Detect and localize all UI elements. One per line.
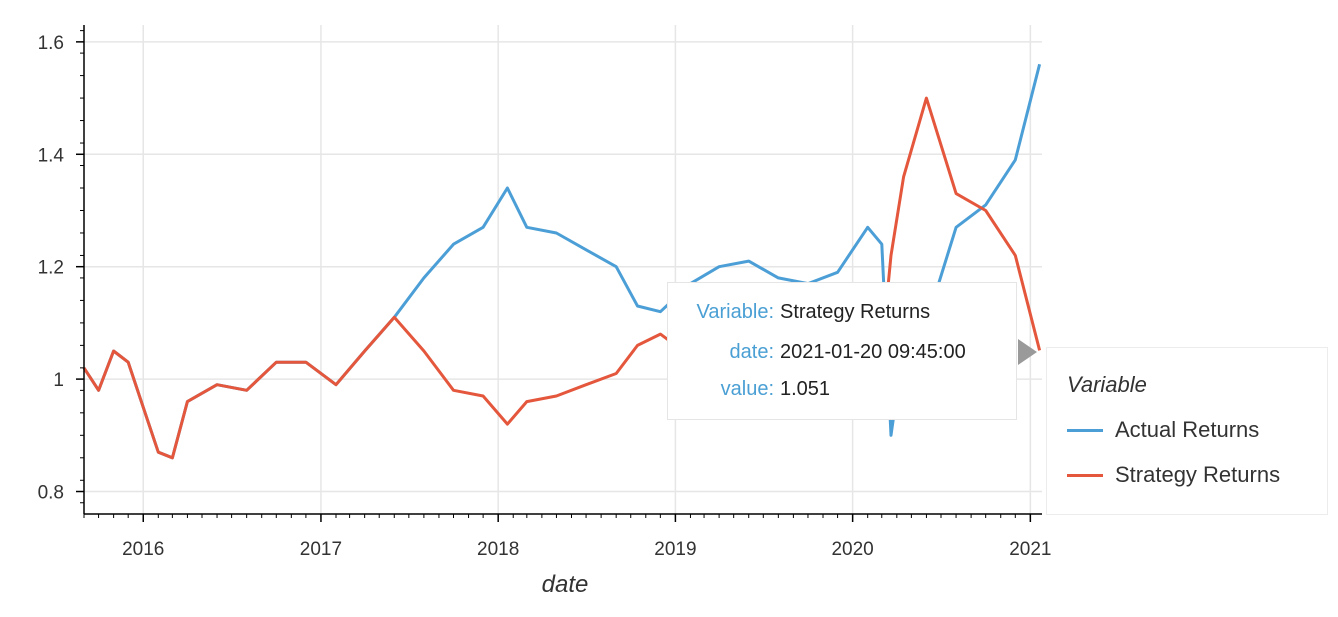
tooltip-row-variable: Variable: Strategy Returns <box>668 299 1016 325</box>
legend-label: Actual Returns <box>1115 417 1260 442</box>
tooltip-value: Strategy Returns <box>780 301 931 323</box>
y-tick-label: 1.6 <box>38 33 64 54</box>
x-tick-label: 2017 <box>300 539 342 560</box>
legend-item-actual-returns[interactable]: Actual Returns <box>1067 416 1317 444</box>
tooltip-key: value: <box>720 378 774 400</box>
legend-item-strategy-returns[interactable]: Strategy Returns <box>1067 461 1317 489</box>
grid <box>84 25 1042 514</box>
legend-title: Variable <box>1067 372 1147 397</box>
tooltip-key: date: <box>729 341 774 363</box>
tooltip-key: Variable: <box>696 301 774 323</box>
hover-tooltip: Variable: Strategy Returns date: 2021-01… <box>667 282 1017 420</box>
legend-label: Strategy Returns <box>1115 462 1281 487</box>
y-tick-label: 1.2 <box>38 258 64 279</box>
x-tick-label: 2019 <box>654 539 696 560</box>
plot-area <box>84 25 1042 514</box>
x-axis-label: date <box>542 571 589 598</box>
tooltip-pointer-icon <box>1018 339 1037 365</box>
legend-swatch <box>1067 474 1103 477</box>
legend: Variable Actual Returns Strategy Returns <box>1046 347 1328 515</box>
x-tick-label: 2020 <box>831 539 873 560</box>
legend-swatch <box>1067 429 1103 432</box>
y-tick-label: 1.4 <box>38 145 65 166</box>
tooltip-row-date: date: 2021-01-20 09:45:00 <box>668 339 1016 365</box>
tooltip-row-value: value: 1.051 <box>668 376 1016 402</box>
tooltip-value: 1.051 <box>780 378 831 400</box>
y-tick-label: 1 <box>53 370 64 391</box>
x-tick-label: 2018 <box>477 539 519 560</box>
tooltip-value: 2021-01-20 09:45:00 <box>780 341 966 363</box>
x-tick-label: 2021 <box>1009 539 1051 560</box>
y-tick-label: 0.8 <box>38 483 64 504</box>
axes: 2016 2017 2018 2019 2020 2021 0.8 1 1.2 1.4 1.6 <box>38 25 1051 560</box>
x-tick-label: 2016 <box>122 539 164 560</box>
